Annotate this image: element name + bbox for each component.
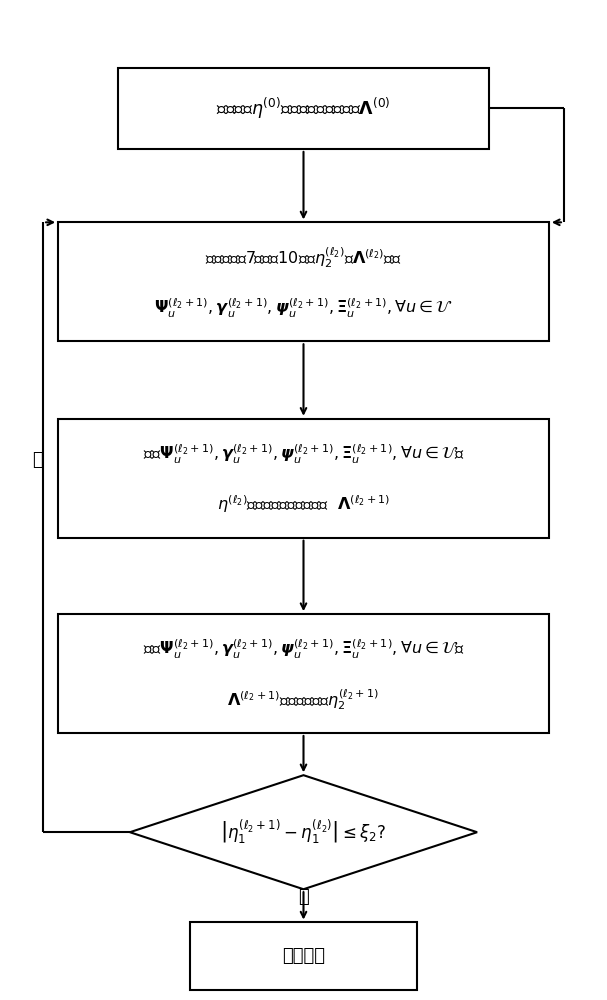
Text: $\mathbf{\Lambda}^{(\ell_2+1)}$求解辅助变量$\eta_2^{(\ell_2+1)}$: $\mathbf{\Lambda}^{(\ell_2+1)}$求解辅助变量$\e… (228, 687, 379, 712)
Text: 利用$\mathbf{\Psi}_u^{(\ell_2+1)},\boldsymbol{\gamma}_u^{(\ell_2+1)},\boldsymbol{\: 利用$\mathbf{\Psi}_u^{(\ell_2+1)},\boldsym… (143, 638, 464, 661)
Text: 利用公式（7）～（10）和$\eta_2^{(\ell_2)}$、$\mathbf{\Lambda}^{(\ell_2)}$求解: 利用公式（7）～（10）和$\eta_2^{(\ell_2)}$、$\mathb… (205, 246, 402, 270)
Polygon shape (130, 775, 477, 889)
Text: 终止迭代: 终止迭代 (282, 947, 325, 965)
Text: $\left|\eta_1^{(\ell_2+1)}-\eta_1^{(\ell_2)}\right| \leq \xi_2$?: $\left|\eta_1^{(\ell_2+1)}-\eta_1^{(\ell… (220, 818, 387, 846)
Bar (58, 419, 549, 538)
Text: $\mathbf{\Psi}_u^{(\ell_2+1)},\boldsymbol{\gamma}_u^{(\ell_2+1)},\boldsymbol{\ps: $\mathbf{\Psi}_u^{(\ell_2+1)},\boldsymbo… (154, 296, 453, 320)
Bar (118, 68, 489, 149)
Text: 否: 否 (32, 451, 42, 469)
Text: $\eta^{(\ell_2)}$求解发送功率分配矩阵  $\mathbf{\Lambda}^{(\ell_2+1)}$: $\eta^{(\ell_2)}$求解发送功率分配矩阵 $\mathbf{\La… (217, 494, 390, 515)
Text: 利用$\mathbf{\Psi}_u^{(\ell_2+1)},\boldsymbol{\gamma}_u^{(\ell_2+1)},\boldsymbol{\: 利用$\mathbf{\Psi}_u^{(\ell_2+1)},\boldsym… (143, 443, 464, 466)
Bar (190, 922, 417, 990)
Text: 辅助变量$\eta^{(0)}$、发送功率分配矩阵$\mathbf{\Lambda}^{(0)}$: 辅助变量$\eta^{(0)}$、发送功率分配矩阵$\mathbf{\Lambd… (216, 96, 391, 121)
Bar (58, 222, 549, 341)
Text: 是: 是 (298, 888, 309, 906)
Bar (58, 614, 549, 733)
